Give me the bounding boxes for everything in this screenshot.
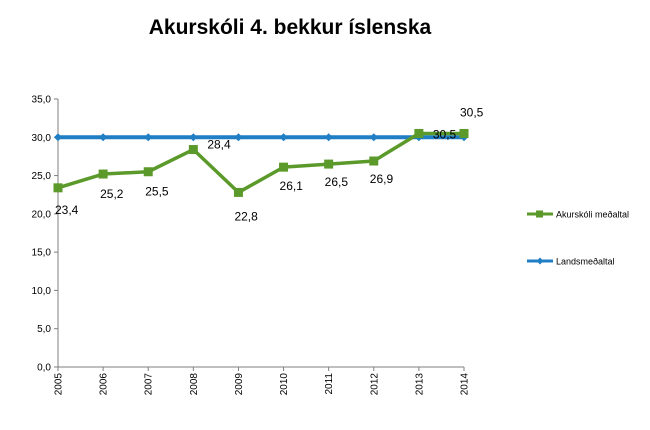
legend-marker — [536, 210, 543, 218]
data-point — [414, 128, 424, 138]
data-point — [234, 133, 243, 142]
x-tick-label: 2005 — [54, 373, 65, 396]
data-point — [369, 133, 378, 142]
y-tick-label: 0,0 — [37, 363, 51, 374]
x-tick-label: 2007 — [144, 373, 155, 396]
data-point — [98, 169, 108, 179]
data-point — [99, 133, 108, 142]
y-tick-label: 5,0 — [37, 324, 51, 335]
y-tick-label: 30,0 — [32, 133, 52, 144]
data-point — [279, 162, 289, 172]
legend-marker — [536, 257, 544, 265]
y-tick-label: 15,0 — [32, 248, 52, 259]
y-tick-label: 10,0 — [32, 286, 52, 297]
y-tick-label: 35,0 — [32, 95, 52, 106]
x-tick-label: 2008 — [189, 373, 200, 396]
data-point — [369, 156, 379, 166]
data-point — [54, 133, 62, 142]
x-tick-label: 2010 — [279, 373, 290, 396]
data-point — [324, 159, 334, 169]
chart-title: Akurskóli 4. bekkur íslenska — [148, 16, 432, 39]
x-tick-label: 2009 — [234, 373, 245, 396]
data-point — [279, 133, 288, 142]
y-tick-label: 20,0 — [32, 209, 52, 220]
data-label: 23,4 — [55, 203, 79, 217]
x-tick-label: 2012 — [369, 373, 380, 396]
data-label: 30,5 — [433, 127, 457, 141]
data-label: 26,5 — [325, 175, 349, 189]
data-label: 25,2 — [100, 187, 124, 201]
data-point — [459, 128, 469, 138]
data-label: 22,8 — [234, 209, 258, 223]
data-point — [53, 183, 63, 193]
y-tick-label: 25,0 — [32, 171, 52, 182]
x-tick-label: 2014 — [460, 373, 471, 396]
data-point — [324, 133, 333, 142]
x-tick-label: 2011 — [324, 373, 335, 395]
series-line — [57, 131, 464, 195]
data-label: 26,1 — [280, 179, 304, 193]
legend-label: Akurskóli meðaltal — [556, 210, 629, 220]
data-point — [189, 133, 198, 142]
data-point — [188, 145, 198, 155]
x-tick-label: 2006 — [99, 373, 110, 396]
data-label: 28,4 — [207, 138, 231, 152]
data-label: 30,5 — [460, 105, 484, 119]
data-point — [233, 187, 243, 197]
x-tick-label: 2013 — [414, 373, 425, 396]
data-label: 26,9 — [370, 172, 394, 186]
data-point — [144, 133, 153, 142]
data-label: 25,5 — [145, 185, 169, 199]
legend-label: Landsmeðaltal — [556, 257, 615, 267]
data-point — [143, 167, 153, 177]
